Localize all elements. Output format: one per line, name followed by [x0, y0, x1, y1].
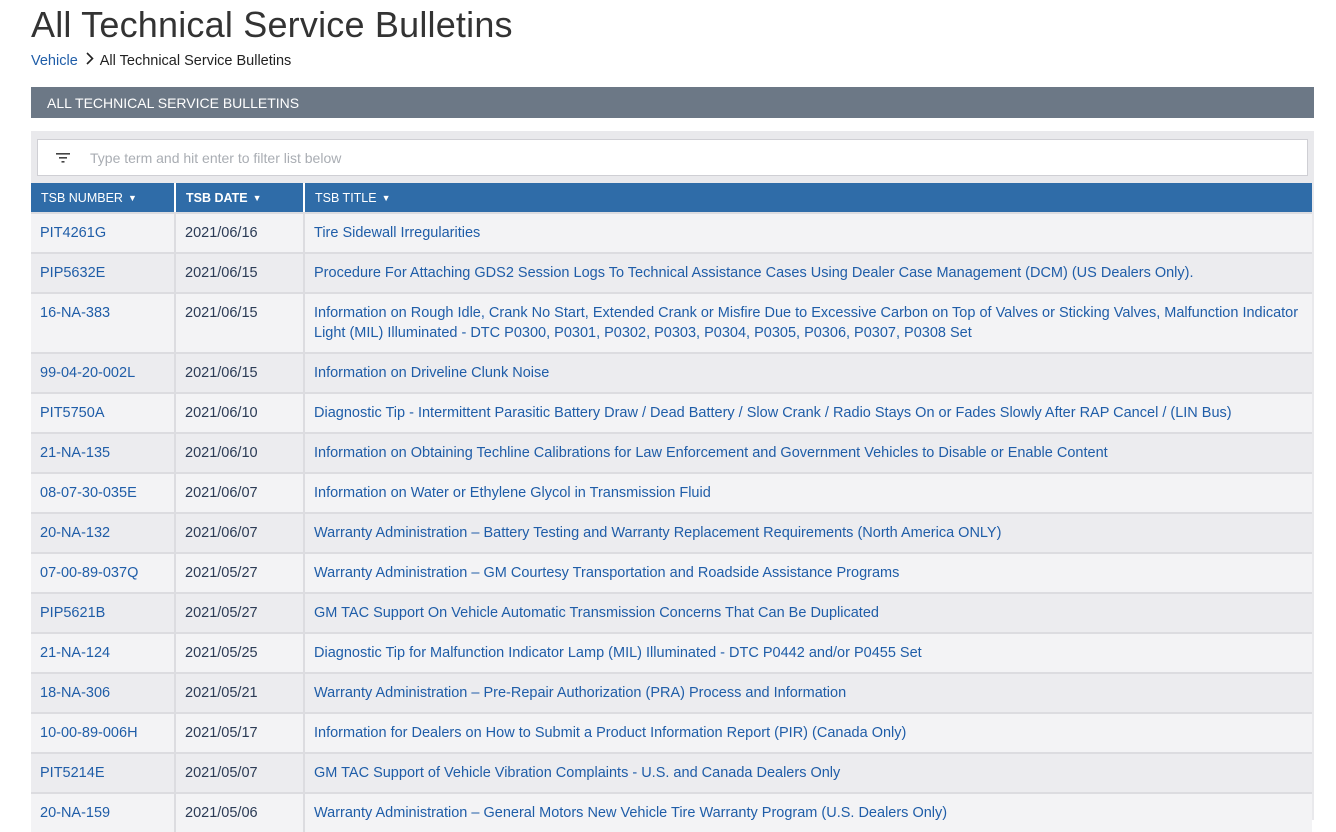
tsb-number-link[interactable]: PIP5621B [31, 594, 176, 632]
column-header-label: TSB NUMBER [41, 190, 123, 205]
tsb-date: 2021/06/15 [176, 354, 305, 392]
page-title: All Technical Service Bulletins [31, 4, 513, 45]
tsb-number-link[interactable]: 21-NA-124 [31, 634, 176, 672]
tsb-date: 2021/06/10 [176, 434, 305, 472]
breadcrumb-current: All Technical Service Bulletins [99, 52, 292, 69]
tsb-title-link[interactable]: Tire Sidewall Irregularities [314, 225, 481, 241]
section-header: ALL TECHNICAL SERVICE BULLETINS [31, 87, 1314, 118]
filter-bar [37, 139, 1308, 176]
tsb-date: 2021/06/15 [176, 294, 305, 352]
tsb-title-link[interactable]: Procedure For Attaching GDS2 Session Log… [314, 265, 1194, 281]
tsb-title-link[interactable]: GM TAC Support of Vehicle Vibration Comp… [314, 765, 841, 781]
table-row[interactable]: PIP5632E 2021/06/15 Procedure For Attachin… [31, 252, 1312, 292]
table-row[interactable]: 08-07-30-035E 2021/06/07 Information on Wa… [31, 472, 1312, 512]
tsb-title-link[interactable]: Warranty Administration – Battery Testin… [314, 525, 1002, 541]
tsb-number-link[interactable]: 16-NA-383 [31, 294, 176, 352]
breadcrumb: Vehicle All Technical Service Bulletins [31, 52, 291, 69]
tsb-number-link[interactable]: PIP5632E [31, 254, 176, 292]
table-row[interactable]: 16-NA-383 2021/06/15 Information on Rough … [31, 292, 1312, 352]
tsb-number-link[interactable]: 18-NA-306 [31, 674, 176, 712]
tsb-date: 2021/05/17 [176, 714, 305, 752]
tsb-date: 2021/06/10 [176, 394, 305, 432]
tsb-number-link[interactable]: PIT5750A [31, 394, 176, 432]
tsb-date: 2021/05/27 [176, 594, 305, 632]
column-header-label: TSB TITLE [315, 190, 377, 205]
tsb-number-link[interactable]: 99-04-20-002L [31, 354, 176, 392]
tsb-number-link[interactable]: 08-07-30-035E [31, 474, 176, 512]
tsb-number-link[interactable]: PIT4261G [31, 214, 176, 252]
table-row[interactable]: 18-NA-306 2021/05/21 Warranty Administrati… [31, 672, 1312, 712]
tsb-date: 2021/06/16 [176, 214, 305, 252]
tsb-title-link[interactable]: Information on Obtaining Techline Calibr… [314, 445, 1108, 461]
filter-icon[interactable] [38, 152, 88, 163]
table-header: TSB NUMBER ▼ TSB DATE ▼ TSB TITLE ▼ [31, 183, 1312, 212]
tsb-title-link[interactable]: Information on Water or Ethylene Glycol … [314, 485, 711, 501]
filter-input[interactable] [88, 148, 1272, 167]
sort-caret-down-icon: ▼ [381, 192, 391, 203]
tsb-date: 2021/05/21 [176, 674, 305, 712]
tsb-number-link[interactable]: 21-NA-135 [31, 434, 176, 472]
tsb-title-link[interactable]: Information on Rough Idle, Crank No Star… [314, 305, 1299, 341]
column-header-tsb-date[interactable]: TSB DATE ▼ [176, 183, 305, 212]
column-header-tsb-number[interactable]: TSB NUMBER ▼ [31, 183, 176, 212]
column-header-label: TSB DATE [186, 190, 248, 205]
tsb-title-link[interactable]: Warranty Administration – Pre-Repair Aut… [314, 685, 847, 701]
tsb-title-link[interactable]: Warranty Administration – GM Courtesy Tr… [314, 565, 900, 581]
tsb-date: 2021/06/15 [176, 254, 305, 292]
table-row[interactable]: PIP5621B 2021/05/27 GM TAC Support On Vehi… [31, 592, 1312, 632]
tsb-title-link[interactable]: Information on Driveline Clunk Noise [314, 365, 550, 381]
table-row[interactable]: PIT4261G 2021/06/16 Tire Sidewall Irregula… [31, 212, 1312, 252]
tsb-title-link[interactable]: GM TAC Support On Vehicle Automatic Tran… [314, 605, 879, 621]
table-row[interactable]: 20-NA-132 2021/06/07 Warranty Administrati… [31, 512, 1312, 552]
table-row[interactable]: PIT5750A 2021/06/10 Diagnostic Tip - Inter… [31, 392, 1312, 432]
tsb-number-link[interactable]: 07-00-89-037Q [31, 554, 176, 592]
breadcrumb-link-vehicle[interactable]: Vehicle [31, 52, 78, 69]
tsb-title-link[interactable]: Warranty Administration – General Motors… [314, 805, 948, 821]
bulletins-panel: TSB NUMBER ▼ TSB DATE ▼ TSB TITLE ▼ PIT4… [31, 131, 1314, 832]
tsb-number-link[interactable]: 20-NA-132 [31, 514, 176, 552]
table-body: PIT4261G 2021/06/16 Tire Sidewall Irregula… [31, 212, 1312, 832]
table-row[interactable]: 10-00-89-006H 2021/05/17 Information for D… [31, 712, 1312, 752]
table-row[interactable]: 20-NA-159 2021/05/06 Warranty Administrati… [31, 792, 1312, 832]
tsb-date: 2021/05/06 [176, 794, 305, 832]
table-row[interactable]: 21-NA-135 2021/06/10 Information on Obtain… [31, 432, 1312, 472]
tsb-title-link[interactable]: Information for Dealers on How to Submit… [314, 725, 907, 741]
tsb-number-link[interactable]: 10-00-89-006H [31, 714, 176, 752]
tsb-title-link[interactable]: Diagnostic Tip for Malfunction Indicator… [314, 645, 922, 661]
table-row[interactable]: 21-NA-124 2021/05/25 Diagnostic Tip for Ma… [31, 632, 1312, 672]
section-header-label: ALL TECHNICAL SERVICE BULLETINS [47, 94, 300, 111]
tsb-number-link[interactable]: 20-NA-159 [31, 794, 176, 832]
tsb-date: 2021/05/27 [176, 554, 305, 592]
table-row[interactable]: PIT5214E 2021/05/07 GM TAC Support of Vehi… [31, 752, 1312, 792]
sort-caret-down-icon: ▼ [252, 192, 262, 203]
tsb-table: TSB NUMBER ▼ TSB DATE ▼ TSB TITLE ▼ PIT4… [31, 183, 1312, 832]
tsb-date: 2021/06/07 [176, 514, 305, 552]
tsb-title-link[interactable]: Diagnostic Tip - Intermittent Parasitic … [314, 405, 1232, 421]
sort-caret-down-icon: ▼ [127, 192, 137, 203]
tsb-date: 2021/05/25 [176, 634, 305, 672]
table-row[interactable]: 07-00-89-037Q 2021/05/27 Warranty Administ… [31, 552, 1312, 592]
column-header-tsb-title[interactable]: TSB TITLE ▼ [305, 183, 1312, 212]
tsb-number-link[interactable]: PIT5214E [31, 754, 176, 792]
chevron-right-icon [86, 52, 94, 69]
tsb-date: 2021/05/07 [176, 754, 305, 792]
table-row[interactable]: 99-04-20-002L 2021/06/15 Information on Dr… [31, 352, 1312, 392]
tsb-date: 2021/06/07 [176, 474, 305, 512]
